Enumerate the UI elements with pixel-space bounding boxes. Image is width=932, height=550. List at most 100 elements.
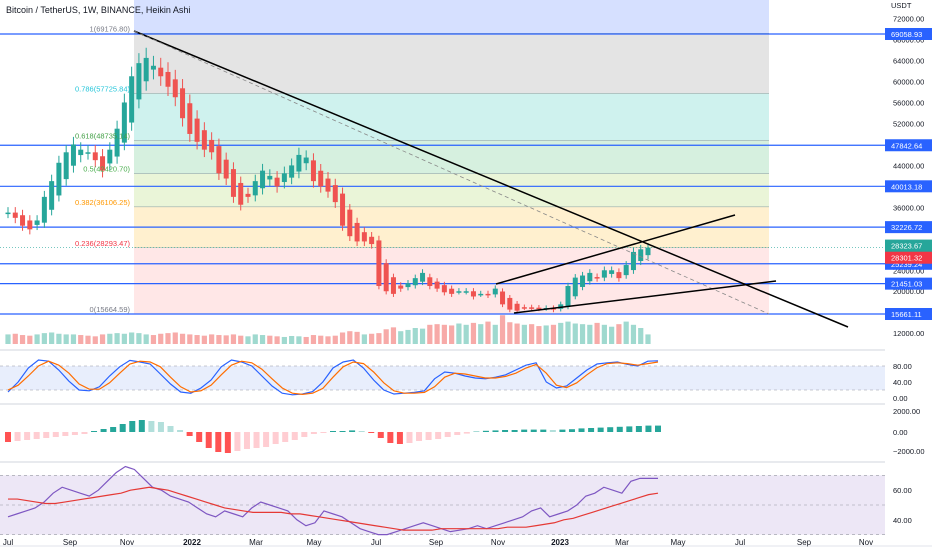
macd-histogram-bar [330, 431, 336, 432]
volume-bar [172, 332, 178, 344]
time-label: May [306, 538, 321, 547]
macd-histogram-bar [530, 429, 537, 432]
level-tag [885, 180, 932, 193]
fib-label: 0.236(28293.47) [75, 239, 131, 248]
volume-bar [434, 324, 440, 344]
macd-histogram-bar [253, 432, 260, 448]
volume-bar [499, 315, 506, 344]
macd-histogram-bar [224, 432, 231, 453]
indicator-axis-tick: 80.00 [893, 362, 912, 371]
candle-body [601, 270, 607, 278]
candle-body [238, 182, 244, 205]
indicator-axis-tick: −2000.00 [893, 447, 925, 456]
macd-histogram-bar [396, 432, 403, 444]
candle-body [20, 215, 26, 226]
candle-body [136, 63, 142, 100]
time-label: 2022 [183, 538, 201, 547]
volume-bar [485, 321, 491, 344]
candle-body [49, 181, 55, 210]
macd-histogram-bar [511, 430, 518, 432]
axis-tick: 56000.00 [893, 98, 924, 107]
axis-bg [885, 0, 932, 550]
volume-bar [129, 332, 135, 344]
trend-lines[interactable] [133, 30, 849, 328]
volume-bar [543, 325, 549, 344]
fib-label: 0.382(36106.25) [75, 198, 131, 207]
macd-histogram-bar [635, 426, 642, 432]
macd-histogram-bar [597, 427, 604, 432]
current-price-text: 28323.67 [891, 242, 922, 251]
macd-histogram-bar [234, 432, 241, 451]
volume-bar [5, 334, 11, 344]
volume-bar [572, 323, 578, 344]
stoch-d-line [7, 360, 659, 396]
volume-bar [150, 335, 157, 344]
dashed-trend-line [133, 30, 770, 315]
fib-zones [134, 0, 769, 315]
candle-body [34, 220, 40, 225]
axis-tick: 20000.00 [893, 287, 924, 296]
macd-histogram-bar [655, 425, 661, 432]
volume-bar [92, 336, 98, 344]
indicator-axis-tick: 2000.00 [893, 407, 920, 416]
time-label: May [670, 538, 685, 547]
candle-body [587, 272, 593, 282]
time-label: Nov [859, 538, 873, 547]
time-label: Jul [3, 538, 13, 547]
volume-bar [136, 333, 142, 344]
volume-bar [216, 335, 222, 344]
candle-body [216, 146, 222, 174]
candle-body [129, 76, 135, 123]
volume-bars [5, 315, 651, 344]
candle-body [565, 286, 571, 307]
level-tag [885, 139, 932, 152]
macd-histogram-bar [416, 432, 423, 441]
macd-histogram-bar [205, 432, 212, 448]
time-axis: Jul Sep Nov 2022 Mar May Jul Sep Nov 2023 Mar May Ju… [0, 538, 932, 547]
volume-bar [179, 333, 186, 344]
fib-label: 1(69176.80) [90, 24, 131, 33]
axis-currency: USDT [891, 1, 912, 10]
time-label: Mar [249, 538, 263, 547]
candle-body [529, 307, 535, 309]
volume-bar [616, 324, 622, 344]
level-tag [885, 308, 932, 320]
level-tag-text: 25239.24 [891, 260, 922, 269]
candle-body [390, 277, 396, 294]
time-label: Sep [63, 538, 78, 547]
candle-body [398, 285, 404, 289]
macd-histogram-bar [425, 432, 432, 440]
macd-histogram-bar [71, 432, 78, 435]
volume-bar [558, 322, 564, 344]
candle-body [609, 270, 615, 274]
axis-tick: 36000.00 [893, 203, 924, 212]
candle-body [616, 272, 622, 279]
volume-bar [318, 335, 324, 344]
volume-bar [165, 333, 171, 344]
candle-body [41, 196, 47, 223]
volume-bar [12, 333, 18, 344]
time-label: 2023 [551, 538, 569, 547]
volume-bar [107, 333, 113, 344]
macd-histogram-bar [349, 430, 356, 432]
macd-histogram-bar [616, 426, 623, 432]
candle-body [296, 154, 302, 172]
volume-bar [238, 335, 244, 344]
candle-body [187, 103, 193, 134]
volume-bar [34, 334, 40, 344]
candle-body [594, 277, 600, 279]
macd-histogram-bar [492, 430, 499, 432]
candle-body [281, 173, 287, 183]
price-axis: USDT 72000.00 68000.00 64000.00 60000.00 5600… [885, 0, 932, 550]
volume-bar [565, 321, 571, 344]
macd-histogram-bar [33, 432, 40, 439]
volume-bar [521, 324, 527, 344]
candles[interactable] [5, 47, 651, 314]
macd-histogram-bar [588, 428, 595, 432]
volume-bar [41, 333, 47, 344]
candle-body [383, 263, 389, 292]
volume-bar [383, 329, 389, 344]
volume-bar [412, 328, 418, 344]
volume-bar [289, 336, 295, 344]
